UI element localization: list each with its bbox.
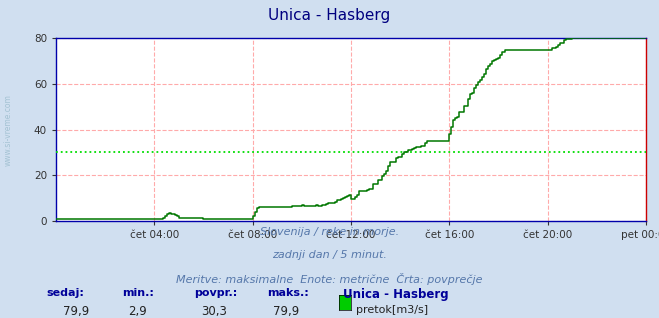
Text: Slovenija / reke in morje.: Slovenija / reke in morje. bbox=[260, 227, 399, 237]
Text: www.si-vreme.com: www.si-vreme.com bbox=[3, 94, 13, 166]
Text: 79,9: 79,9 bbox=[63, 305, 89, 318]
Text: 79,9: 79,9 bbox=[273, 305, 300, 318]
Text: min.:: min.: bbox=[122, 288, 154, 298]
Text: 30,3: 30,3 bbox=[201, 305, 227, 318]
Text: sedaj:: sedaj: bbox=[46, 288, 84, 298]
Text: Meritve: maksimalne  Enote: metrične  Črta: povprečje: Meritve: maksimalne Enote: metrične Črta… bbox=[176, 273, 483, 285]
Text: povpr.:: povpr.: bbox=[194, 288, 238, 298]
Text: pretok[m3/s]: pretok[m3/s] bbox=[356, 305, 428, 315]
Text: Unica - Hasberg: Unica - Hasberg bbox=[343, 288, 448, 301]
Text: Unica - Hasberg: Unica - Hasberg bbox=[268, 8, 391, 23]
Text: maks.:: maks.: bbox=[267, 288, 308, 298]
Text: 2,9: 2,9 bbox=[129, 305, 147, 318]
Text: zadnji dan / 5 minut.: zadnji dan / 5 minut. bbox=[272, 250, 387, 260]
